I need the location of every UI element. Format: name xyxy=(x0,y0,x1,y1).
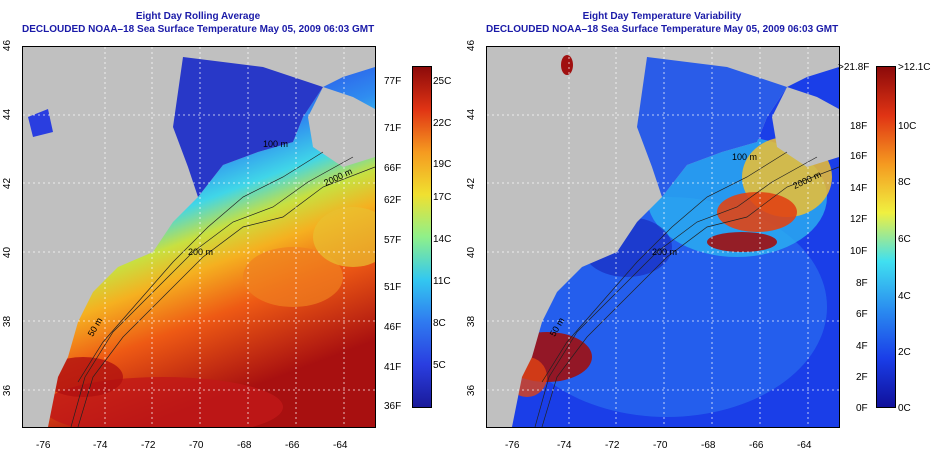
colorbar-f-label: 71F xyxy=(384,123,402,134)
colorbar-c-label: 11C xyxy=(433,276,451,287)
lat-tick: 36 xyxy=(466,384,478,397)
contour-label: 200 m xyxy=(188,247,214,257)
colorbar-f-label: 12F xyxy=(850,214,868,225)
colorbar-f-label: 10F xyxy=(850,246,868,257)
lon-tick: -72 xyxy=(141,440,156,451)
lon-tick: -72 xyxy=(605,440,620,451)
contour-label: 100 m xyxy=(732,152,758,162)
colorbar-c-label: 6C xyxy=(898,234,911,245)
lat-tick: 46 xyxy=(2,39,14,52)
colorbar-f-label: 4F xyxy=(856,341,868,352)
left-title-main: Eight Day Rolling Average xyxy=(135,11,261,22)
lon-tick: -70 xyxy=(189,440,204,451)
lat-tick: 44 xyxy=(2,108,14,121)
colorbar-f-label: 51F xyxy=(384,282,402,293)
right-title-main: Eight Day Temperature Variability xyxy=(582,11,742,22)
colorbar-f-label: 77F xyxy=(384,76,402,87)
lon-tick: -64 xyxy=(797,440,812,451)
colorbar-c-label: 8C xyxy=(433,318,446,329)
lat-tick: 42 xyxy=(466,177,478,190)
lon-tick: -66 xyxy=(285,440,300,451)
lat-tick: 44 xyxy=(466,108,478,121)
colorbar-f-label: 6F xyxy=(856,309,868,320)
colorbar-f-label: 18F xyxy=(850,121,868,132)
lon-tick: -70 xyxy=(653,440,668,451)
left-title-sub: DECLOUDED NOAA–18 Sea Surface Temperatur… xyxy=(22,24,375,35)
lat-tick: 42 xyxy=(2,177,14,190)
lat-tick: 46 xyxy=(466,39,478,52)
colorbar-c-label: 22C xyxy=(433,118,452,129)
colorbar-c-label: 19C xyxy=(433,159,452,170)
lon-tick: -74 xyxy=(93,440,108,451)
colorbar-f-label: 0F xyxy=(856,403,868,414)
colorbar-c-label: 8C xyxy=(898,177,911,188)
lat-tick: 36 xyxy=(2,384,14,397)
lon-tick: -76 xyxy=(505,440,520,451)
right-variability-map: 100 m 2000 m 200 m 50 m xyxy=(486,46,840,428)
lat-tick: 38 xyxy=(2,315,14,328)
colorbar-c-label: 17C xyxy=(433,192,452,203)
colorbar-f-label: 41F xyxy=(384,362,402,373)
lon-tick: -68 xyxy=(701,440,716,451)
colorbar-f-label: 14F xyxy=(850,183,868,194)
right-title-sub: DECLOUDED NOAA–18 Sea Surface Temperatur… xyxy=(486,24,839,35)
colorbar-c-label: 10C xyxy=(898,121,917,132)
colorbar-f-label: >21.8F xyxy=(838,62,870,73)
colorbar-c-label: >12.1C xyxy=(898,62,931,73)
contour-label: 200 m xyxy=(652,247,678,257)
lat-tick: 38 xyxy=(466,315,478,328)
colorbar-f-label: 16F xyxy=(850,151,868,162)
sst-colorbar xyxy=(412,66,432,408)
left-sst-map: 2000 m 200 m 50 m 100 m xyxy=(22,46,376,428)
lon-tick: -76 xyxy=(36,440,51,451)
colorbar-c-label: 2C xyxy=(898,347,911,358)
colorbar-f-label: 66F xyxy=(384,163,402,174)
colorbar-f-label: 36F xyxy=(384,401,402,412)
lon-tick: -66 xyxy=(749,440,764,451)
colorbar-c-label: 14C xyxy=(433,234,452,245)
lon-tick: -64 xyxy=(333,440,348,451)
colorbar-f-label: 2F xyxy=(856,372,868,383)
colorbar-c-label: 25C xyxy=(433,76,452,87)
variability-colorbar xyxy=(876,66,896,408)
colorbar-c-label: 0C xyxy=(898,403,911,414)
colorbar-c-label: 5C xyxy=(433,360,446,371)
colorbar-c-label: 4C xyxy=(898,291,911,302)
colorbar-f-label: 46F xyxy=(384,322,402,333)
lat-tick: 40 xyxy=(2,246,14,259)
lon-tick: -74 xyxy=(557,440,572,451)
colorbar-f-label: 62F xyxy=(384,195,402,206)
lat-tick: 40 xyxy=(466,246,478,259)
colorbar-f-label: 57F xyxy=(384,235,402,246)
contour-label: 100 m xyxy=(263,139,289,149)
colorbar-f-label: 8F xyxy=(856,278,868,289)
lon-tick: -68 xyxy=(237,440,252,451)
